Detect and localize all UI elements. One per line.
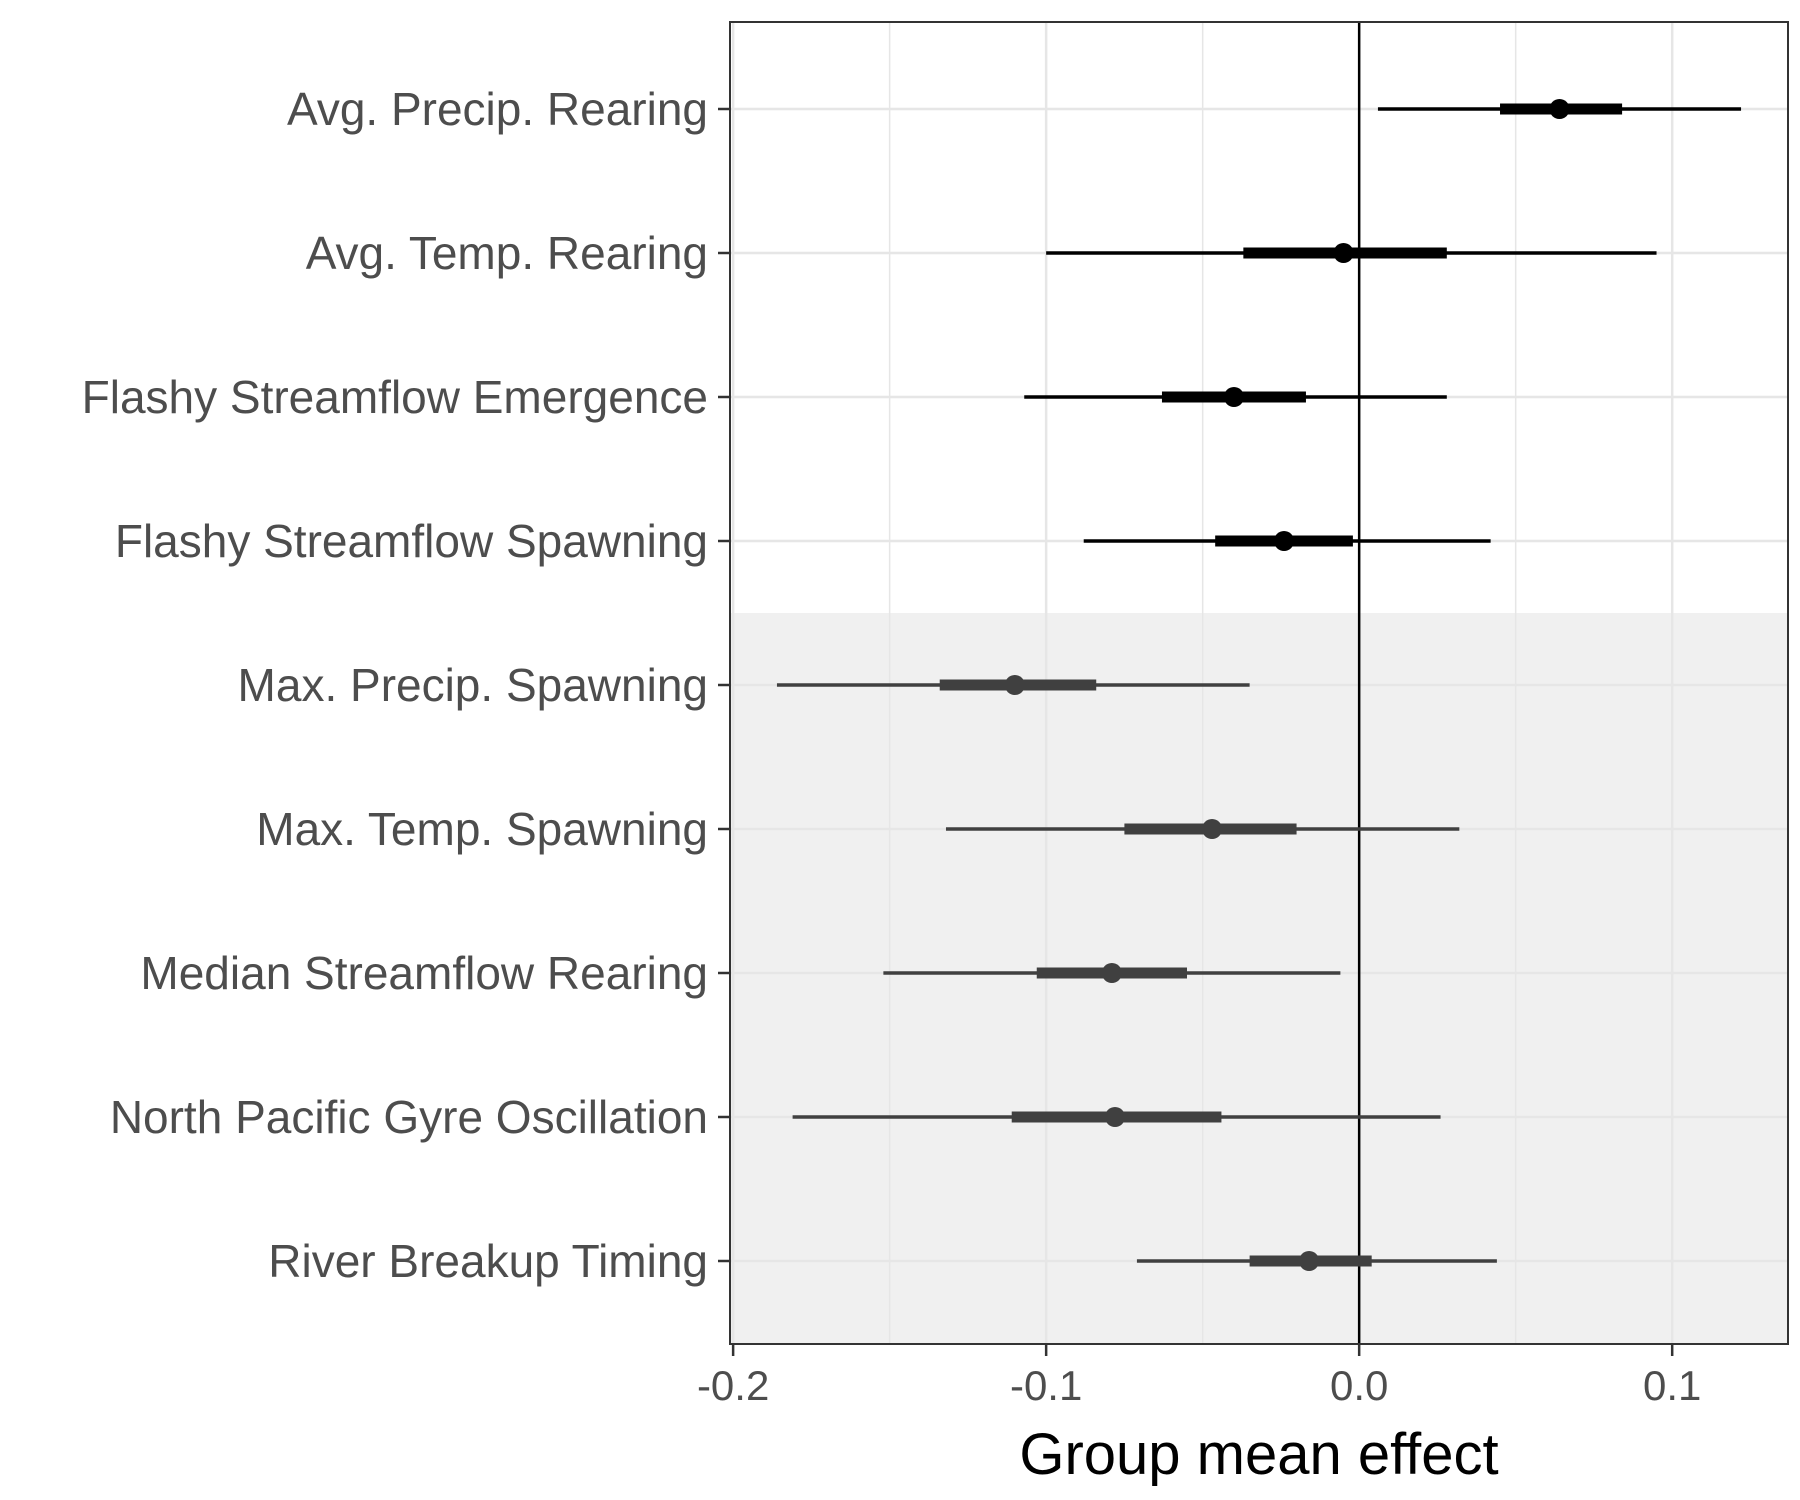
x-tick-label: -0.1 (1010, 1362, 1082, 1409)
x-axis-title: Group mean effect (1019, 1422, 1498, 1487)
x-tick-label: 0.1 (1643, 1362, 1701, 1409)
interval-group (1083, 531, 1491, 551)
interval-group (1046, 243, 1657, 263)
mean-point (1202, 819, 1223, 839)
interval-group (776, 675, 1250, 695)
interval-group (883, 963, 1341, 983)
panel-border (729, 21, 1789, 1345)
y-tick-label: Max. Precip. Spawning (238, 659, 708, 711)
interval-group (1024, 387, 1447, 407)
y-tick-label: Median Streamflow Rearing (140, 947, 708, 999)
interval-group (1377, 99, 1742, 119)
interval-group (1136, 1251, 1497, 1271)
x-tick-label: -0.2 (697, 1362, 769, 1409)
mean-point (1105, 1107, 1126, 1127)
shaded-region (730, 613, 1788, 1344)
y-tick-label: Flashy Streamflow Spawning (115, 515, 708, 567)
y-tick-label: North Pacific Gyre Oscillation (110, 1091, 708, 1143)
interval-group (792, 1107, 1441, 1127)
y-tick-label: Max. Temp. Spawning (256, 803, 708, 855)
mean-point (1299, 1251, 1320, 1271)
interval-marks (776, 99, 1742, 1271)
x-tick-label: 0.0 (1330, 1362, 1388, 1409)
x-axis: -0.2 -0.1 0.0 0.1 (697, 1344, 1701, 1409)
y-tick-label: Avg. Temp. Rearing (306, 227, 708, 279)
mean-point (1004, 675, 1025, 695)
interval-group (945, 819, 1460, 839)
mean-point (1549, 99, 1570, 119)
mean-point (1101, 963, 1122, 983)
y-tick-label: River Breakup Timing (268, 1235, 708, 1287)
mean-point (1333, 243, 1354, 263)
y-axis: Avg. Precip. Rearing Avg. Temp. Rearing Fl… (82, 83, 730, 1287)
mean-point (1274, 531, 1295, 551)
y-tick-label: Avg. Precip. Rearing (287, 83, 708, 135)
y-tick-label: Flashy Streamflow Emergence (82, 371, 708, 423)
mean-point (1223, 387, 1244, 407)
